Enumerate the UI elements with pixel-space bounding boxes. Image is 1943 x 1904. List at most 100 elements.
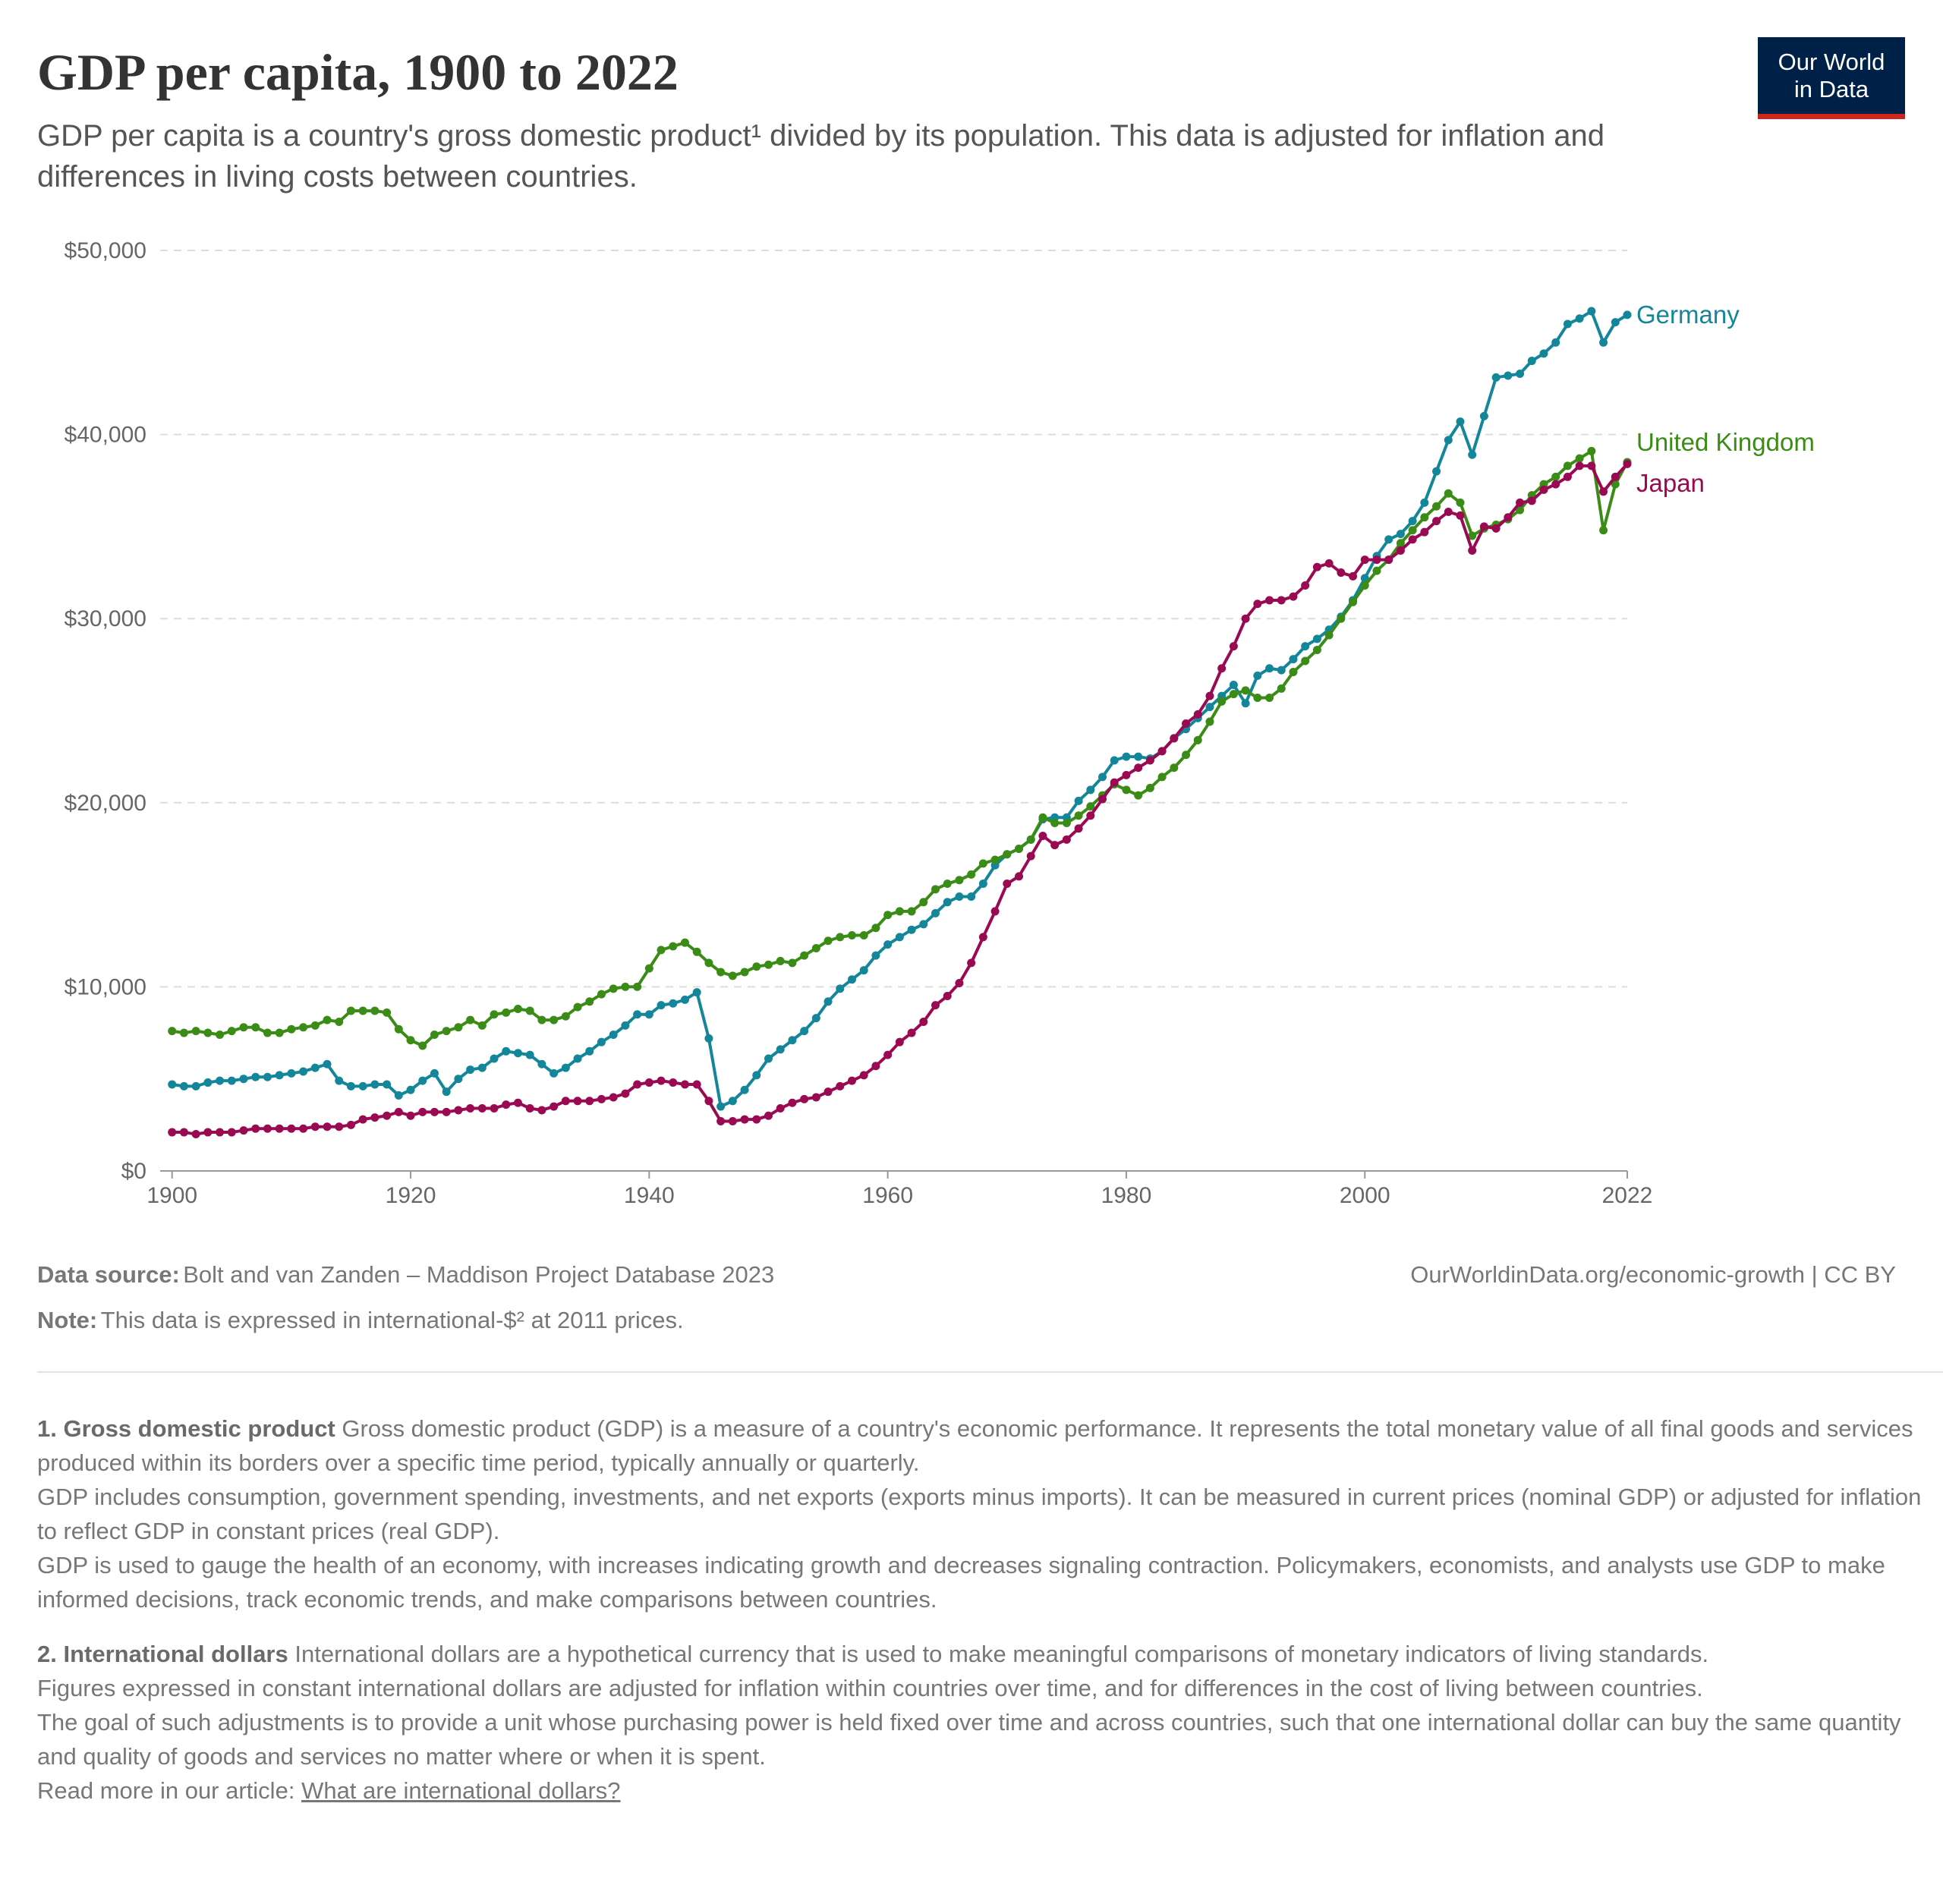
data-point	[1516, 498, 1525, 507]
data-point	[1145, 756, 1154, 765]
data-point	[346, 1120, 355, 1129]
note-text: International dollars are a hypothetical…	[294, 1641, 1709, 1667]
data-point	[716, 1116, 726, 1125]
data-point	[1277, 666, 1286, 675]
data-point	[1182, 719, 1191, 728]
data-point	[227, 1128, 236, 1137]
data-point	[216, 1128, 225, 1137]
data-point	[442, 1087, 451, 1097]
data-point	[788, 958, 797, 968]
data-point	[955, 876, 964, 885]
data-point	[1026, 835, 1035, 844]
data-point	[931, 1001, 940, 1010]
data-point	[513, 1005, 522, 1014]
data-point	[1229, 681, 1238, 690]
data-point	[1074, 811, 1083, 820]
data-point	[657, 1001, 666, 1010]
data-point	[728, 971, 737, 980]
data-point	[430, 1030, 439, 1039]
note-block: 2. International dollars International d…	[37, 1637, 1943, 1808]
data-point	[1491, 373, 1501, 382]
data-point	[299, 1023, 308, 1032]
data-point	[609, 1093, 618, 1102]
data-point	[752, 1071, 761, 1080]
data-point	[1074, 824, 1083, 833]
data-point	[1420, 527, 1429, 537]
data-point	[454, 1106, 463, 1115]
data-point	[550, 1068, 559, 1078]
data-point	[1563, 472, 1572, 481]
data-point	[418, 1076, 427, 1085]
data-point	[1205, 691, 1214, 700]
data-point	[704, 1097, 713, 1106]
data-point	[931, 885, 940, 894]
data-point	[537, 1059, 546, 1068]
data-point	[585, 1097, 594, 1106]
data-point	[919, 898, 928, 907]
data-point	[561, 1063, 570, 1072]
data-point	[466, 1015, 475, 1024]
y-tick-label: $10,000	[65, 974, 146, 999]
data-point	[1456, 417, 1465, 426]
data-point	[1241, 614, 1250, 623]
data-point	[1134, 791, 1143, 800]
data-point	[1432, 467, 1441, 476]
data-point	[1324, 559, 1334, 568]
data-point	[1349, 597, 1358, 606]
data-point	[752, 962, 761, 971]
data-point	[1301, 656, 1310, 666]
data-point	[1408, 526, 1417, 535]
data-point	[1611, 472, 1620, 481]
data-point	[1265, 694, 1274, 703]
data-point	[263, 1028, 272, 1037]
data-point	[251, 1023, 260, 1032]
data-point	[1253, 671, 1262, 680]
data-point	[776, 956, 785, 965]
data-point	[680, 938, 689, 947]
data-point	[239, 1126, 248, 1135]
data-point	[871, 924, 880, 933]
source-url: OurWorldinData.org/economic-growth | CC …	[1410, 1261, 1896, 1288]
data-point	[323, 1059, 332, 1068]
data-point	[561, 1097, 570, 1106]
data-point	[1575, 461, 1584, 470]
data-point	[299, 1124, 308, 1133]
data-point	[1253, 694, 1262, 703]
data-point	[561, 1012, 570, 1021]
data-point	[692, 947, 701, 956]
data-point	[275, 1124, 284, 1133]
data-point	[179, 1128, 188, 1137]
data-point	[358, 1081, 367, 1090]
data-point	[1539, 349, 1548, 358]
data-point	[967, 870, 976, 879]
data-point	[931, 908, 940, 917]
legend-label: United Kingdom	[1636, 428, 1815, 456]
data-point	[978, 859, 987, 868]
data-point	[836, 984, 845, 993]
data-point	[657, 1076, 666, 1085]
data-point	[859, 966, 868, 975]
data-point	[383, 1080, 392, 1089]
x-tick-label: 1980	[1101, 1183, 1152, 1208]
logo-bar	[1758, 114, 1905, 119]
data-point	[1050, 841, 1060, 850]
data-point	[383, 1008, 392, 1017]
data-point	[477, 1104, 487, 1113]
data-point	[251, 1124, 260, 1133]
data-point	[1110, 778, 1119, 787]
data-point	[990, 855, 1000, 864]
data-point	[1396, 546, 1405, 555]
data-point	[1301, 581, 1310, 590]
data-point	[346, 1081, 355, 1090]
data-point	[1050, 818, 1060, 827]
data-point	[1265, 596, 1274, 605]
data-point	[680, 1080, 689, 1089]
data-point	[1599, 526, 1608, 535]
data-point	[179, 1081, 188, 1090]
data-point	[633, 1010, 642, 1019]
data-point	[1408, 535, 1417, 544]
data-point	[895, 907, 904, 916]
article-link[interactable]: What are international dollars?	[301, 1777, 621, 1804]
data-point	[859, 930, 868, 939]
data-point	[1086, 811, 1095, 820]
